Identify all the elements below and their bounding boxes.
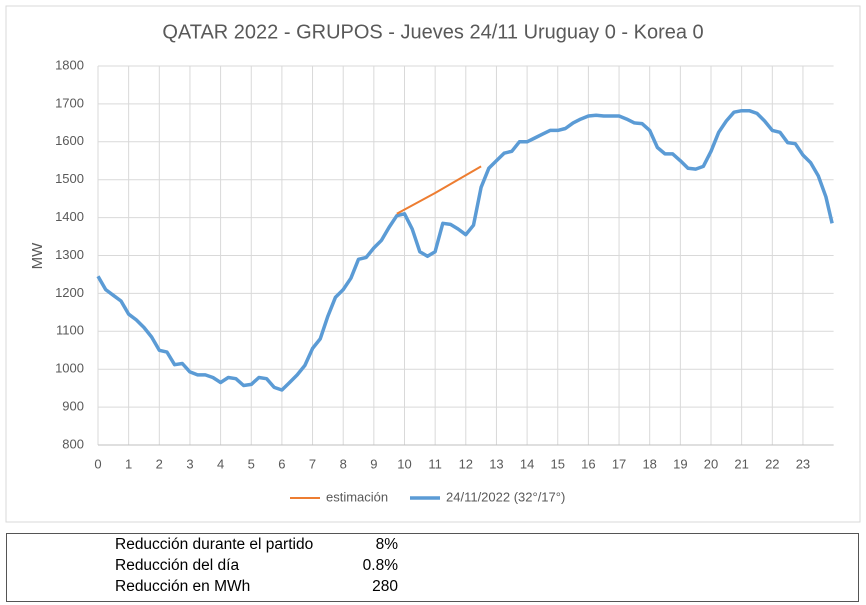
x-tick-label: 15: [551, 456, 565, 471]
x-tick-label: 11: [428, 456, 442, 471]
y-tick-label: 1200: [55, 285, 84, 300]
x-tick-label: 6: [278, 456, 285, 471]
y-tick-label: 1300: [55, 247, 84, 262]
x-tick-label: 18: [642, 456, 656, 471]
legend-label: estimación: [326, 489, 388, 504]
table-row: Reducción durante el partido 8%: [7, 536, 858, 557]
x-tick-label: 12: [459, 456, 473, 471]
table-label: Reducción durante el partido: [115, 536, 314, 553]
x-tick-label: 9: [370, 456, 377, 471]
x-tick-label: 3: [186, 456, 193, 471]
x-tick-label: 7: [309, 456, 316, 471]
x-tick-label: 20: [704, 456, 718, 471]
y-tick-label: 1000: [55, 361, 84, 376]
x-tick-label: 19: [673, 456, 687, 471]
x-tick-label: 10: [397, 456, 411, 471]
table-label: Reducción en MWh: [115, 578, 251, 595]
x-tick-label: 4: [217, 456, 224, 471]
x-tick-label: 1: [125, 456, 132, 471]
y-tick-label: 800: [62, 436, 84, 451]
chart: QATAR 2022 - GRUPOS - Jueves 24/11 Urugu…: [5, 5, 861, 523]
y-axis-label: MW: [29, 242, 46, 269]
x-tick-label: 13: [489, 456, 503, 471]
x-tick-label: 5: [248, 456, 255, 471]
x-tick-label: 21: [734, 456, 748, 471]
legend-label: 24/11/2022 (32°/17°): [446, 489, 565, 504]
table-value: 0.8%: [362, 557, 398, 574]
x-tick-label: 22: [765, 456, 779, 471]
y-tick-label: 1100: [56, 323, 84, 338]
summary-table: Reducción durante el partido 8% Reducción …: [6, 533, 859, 602]
y-tick-label: 1800: [55, 57, 84, 72]
x-tick-label: 17: [612, 456, 626, 471]
table-value: 280: [372, 578, 398, 595]
x-tick-label: 2: [156, 456, 163, 471]
table-label: Reducción del día: [115, 557, 240, 574]
y-tick-label: 900: [62, 399, 84, 414]
table-row: Reducción del día 0.8%: [7, 557, 858, 578]
x-tick-label: 23: [796, 456, 810, 471]
x-tick-label: 16: [581, 456, 595, 471]
x-tick-label: 14: [520, 456, 534, 471]
x-tick-label: 0: [94, 456, 101, 471]
table-value: 8%: [375, 536, 398, 553]
y-tick-label: 1400: [55, 209, 84, 224]
y-tick-label: 1700: [55, 95, 84, 110]
y-tick-label: 1500: [55, 171, 84, 186]
chart-title: QATAR 2022 - GRUPOS - Jueves 24/11 Urugu…: [162, 21, 703, 43]
chart-frame: [5, 5, 861, 523]
line-series: [96, 108, 834, 392]
line-series: [396, 165, 482, 215]
x-tick-label: 8: [340, 456, 347, 471]
y-tick-label: 1600: [55, 133, 84, 148]
table-row: Reducción en MWh 280: [7, 578, 858, 599]
